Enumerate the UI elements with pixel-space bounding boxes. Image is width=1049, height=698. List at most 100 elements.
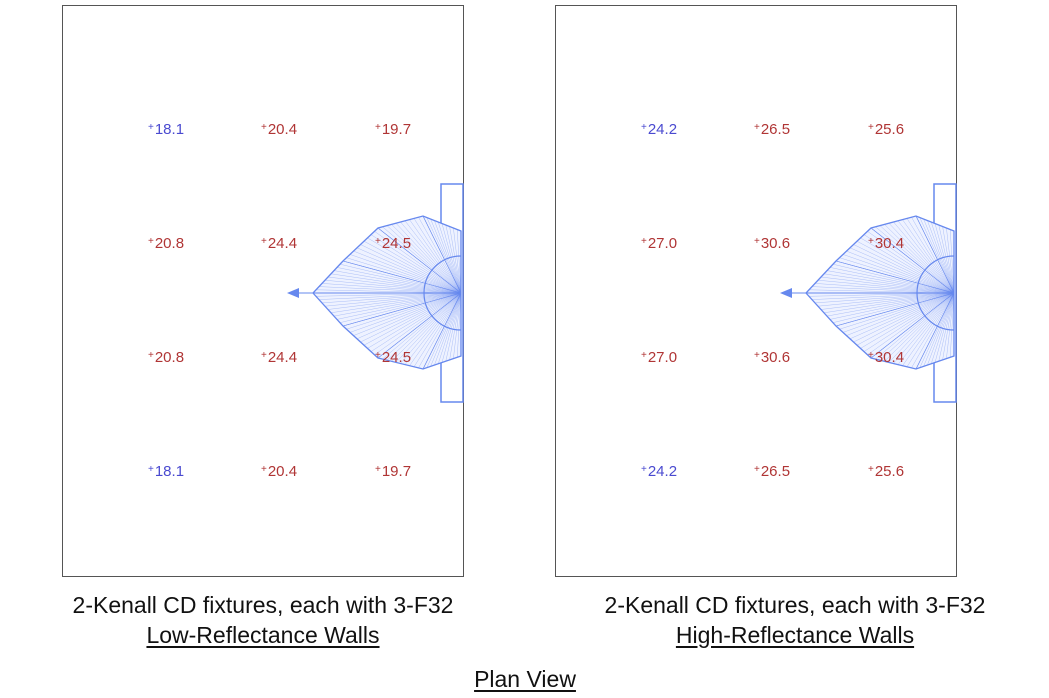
distribution-mesh — [906, 292, 955, 367]
distribution-mesh — [330, 292, 462, 313]
illuminance-value: +24.2 — [641, 464, 677, 479]
illuminance-value-text: 24.2 — [647, 121, 678, 138]
illuminance-value-text: 25.6 — [874, 121, 905, 138]
distribution-mesh — [867, 231, 955, 294]
distribution-mesh — [342, 260, 462, 294]
distribution-mesh — [860, 237, 955, 294]
aim-arrow-icon — [287, 288, 299, 298]
distribution-mesh — [409, 219, 462, 294]
distribution-mesh — [324, 280, 462, 294]
distribution-mesh — [330, 273, 462, 294]
distribution-mesh — [911, 217, 955, 294]
distribution-mesh — [915, 292, 955, 370]
distribution-mesh — [863, 292, 955, 352]
distribution-mesh — [906, 218, 955, 294]
distribution-mesh — [422, 292, 462, 370]
illuminance-value: +26.5 — [754, 122, 790, 137]
distribution-mesh — [386, 225, 462, 294]
illuminance-value: +24.5 — [375, 350, 411, 365]
illuminance-value: +24.4 — [261, 236, 297, 251]
distribution-mesh — [923, 292, 955, 367]
distribution-mesh — [400, 292, 462, 364]
point-marker-icon: + — [375, 350, 381, 361]
distribution-mesh — [324, 292, 462, 307]
distribution-mesh — [832, 292, 955, 323]
illuminance-value-text: 18.1 — [154, 463, 185, 480]
distribution-mesh — [409, 292, 462, 366]
fixture-distribution-right — [780, 183, 957, 403]
distribution-mesh — [888, 223, 955, 294]
point-marker-icon: + — [148, 122, 154, 133]
distribution-mesh — [441, 292, 462, 363]
distribution-mesh — [363, 292, 462, 346]
illuminance-value-text: 24.5 — [381, 235, 412, 252]
point-marker-icon: + — [261, 464, 267, 475]
illuminance-value-text: 18.1 — [154, 121, 185, 138]
distribution-mesh — [875, 292, 955, 360]
illuminance-value-text: 30.6 — [760, 235, 791, 252]
distribution-mesh — [374, 231, 462, 294]
distribution-mesh — [370, 292, 462, 352]
illuminance-value: +24.2 — [641, 122, 677, 137]
distribution-mesh — [875, 226, 955, 294]
illuminance-value: +30.4 — [868, 350, 904, 365]
illuminance-value: +30.6 — [754, 236, 790, 251]
distribution-mesh — [445, 292, 462, 362]
distribution-mesh — [814, 292, 955, 304]
distribution-mesh — [863, 234, 955, 294]
illuminance-value-text: 26.5 — [760, 121, 791, 138]
distribution-mesh — [946, 292, 955, 359]
illuminance-value-text: 24.5 — [381, 349, 412, 366]
distribution-mesh — [318, 292, 462, 300]
distribution-mesh — [363, 241, 462, 294]
distribution-mesh — [829, 292, 955, 320]
distribution-mesh — [377, 227, 462, 294]
distribution-mesh — [902, 219, 955, 294]
distribution-mesh — [919, 217, 955, 294]
point-marker-icon: + — [868, 350, 874, 361]
distribution-mesh — [829, 267, 955, 294]
distribution-mesh — [434, 220, 462, 294]
distribution-mesh — [879, 292, 955, 361]
distribution-mesh — [315, 292, 462, 297]
illuminance-value: +24.4 — [261, 350, 297, 365]
point-marker-icon: + — [148, 350, 154, 361]
illuminance-value: +24.5 — [375, 236, 411, 251]
distribution-mesh — [823, 273, 955, 294]
distribution-mesh — [919, 292, 955, 368]
illuminance-value: +27.0 — [641, 350, 677, 365]
point-marker-icon: + — [261, 236, 267, 247]
distribution-mesh — [849, 292, 955, 339]
plan-panel-low-reflectance: +18.1 +20.4 +19.7 +20.8 +24.4 +24.5 +20.8 +24.4… — [62, 5, 464, 577]
point-marker-icon: + — [375, 122, 381, 133]
distribution-mesh — [846, 250, 955, 294]
illuminance-value: +30.4 — [868, 236, 904, 251]
point-marker-icon: + — [641, 350, 647, 361]
distribution-mesh — [853, 292, 955, 343]
distribution-mesh — [884, 224, 955, 294]
distribution-mesh — [839, 257, 955, 294]
distribution-mesh — [870, 227, 955, 294]
distribution-mesh — [430, 292, 462, 367]
point-marker-icon: + — [375, 236, 381, 247]
subcaption-right: High-Reflectance Walls — [675, 622, 915, 648]
distribution-mesh — [404, 292, 462, 365]
illuminance-value: +18.1 — [148, 122, 184, 137]
distribution-mesh — [367, 292, 462, 349]
illuminance-value-text: 24.2 — [647, 463, 678, 480]
distribution-mesh — [356, 247, 462, 294]
caption-left: 2-Kenall CD fixtures, each with 3-F32 — [72, 592, 454, 618]
illuminance-value-text: 26.5 — [760, 463, 791, 480]
distribution-mesh — [434, 292, 462, 366]
distribution-mesh — [395, 292, 462, 363]
distribution-mesh — [360, 292, 462, 343]
distribution-mesh — [853, 244, 955, 294]
distribution-mesh — [938, 292, 955, 362]
distribution-mesh — [820, 292, 955, 310]
illuminance-value-text: 20.4 — [267, 121, 298, 138]
illuminance-value: +20.4 — [261, 464, 297, 479]
distribution-mesh — [374, 292, 462, 355]
illuminance-value-text: 27.0 — [647, 349, 678, 366]
illuminance-value: +30.6 — [754, 350, 790, 365]
distribution-mesh — [391, 292, 462, 362]
